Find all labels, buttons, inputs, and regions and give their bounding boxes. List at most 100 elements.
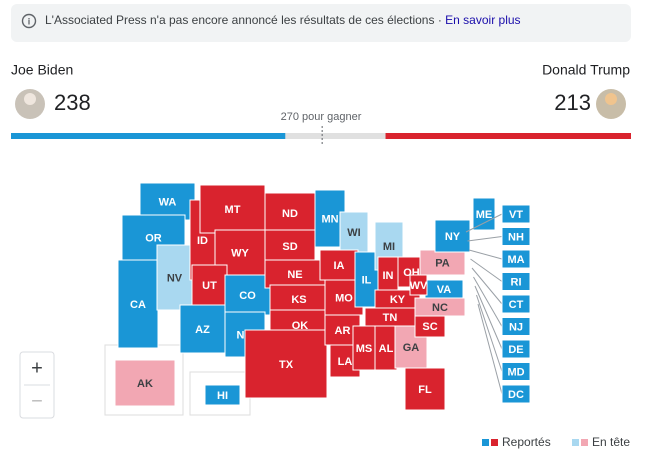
state-label: MA — [507, 254, 524, 266]
callout-line — [465, 213, 503, 233]
state-label: VT — [509, 209, 523, 221]
state-label: MO — [335, 292, 353, 304]
state-label: NC — [432, 302, 448, 314]
state-label: OR — [145, 232, 162, 244]
state-label: NJ — [509, 321, 523, 333]
callout-line — [477, 303, 503, 395]
state-label: UT — [202, 280, 217, 292]
state — [264, 259, 326, 289]
state-label: KY — [390, 294, 406, 306]
learn-more-link[interactable]: En savoir plus — [445, 13, 520, 27]
state — [191, 264, 228, 306]
legend-label: Reportés — [502, 435, 551, 449]
state — [264, 229, 316, 263]
candidate-name: Donald Trump — [542, 62, 630, 78]
zoom-in[interactable]: + — [31, 357, 43, 379]
state-label: FL — [418, 384, 432, 396]
callout-line — [476, 294, 503, 372]
votes-bar — [11, 133, 286, 139]
state — [501, 294, 531, 314]
state — [199, 184, 266, 234]
vote-count: 213 — [554, 90, 591, 115]
state-label: WY — [231, 247, 249, 259]
legend-swatch — [491, 439, 498, 446]
state-label: DC — [508, 389, 524, 401]
legend-swatch — [581, 439, 588, 446]
state-label: AL — [379, 343, 394, 355]
notice-box — [11, 4, 631, 42]
legend-swatch — [572, 439, 579, 446]
state-label: AK — [137, 378, 153, 390]
state — [394, 325, 428, 369]
map: WAORCANVIDMTWYUTCOAZNMNDSDNEKSOKTXMNWIIA… — [104, 182, 531, 416]
state-label: ME — [476, 209, 493, 221]
state-label: MT — [225, 204, 241, 216]
state-label: AR — [335, 325, 351, 337]
callout-line — [470, 258, 503, 282]
state-label: RI — [511, 276, 522, 288]
state-label: LA — [338, 356, 353, 368]
state — [501, 249, 531, 269]
callout-line — [468, 249, 503, 260]
state-label: KS — [291, 294, 306, 306]
state — [264, 192, 316, 234]
state — [501, 227, 531, 246]
state-label: IA — [334, 260, 345, 272]
legend-label: En tête — [592, 435, 630, 449]
state — [501, 204, 531, 224]
state-label: SC — [422, 321, 437, 333]
info-icon — [21, 13, 37, 29]
state-label: MI — [383, 241, 395, 253]
notice-separator: · — [438, 13, 442, 27]
state — [472, 197, 496, 231]
info-icon-glyph: i — [28, 16, 31, 26]
state-label: CT — [509, 299, 524, 311]
state — [501, 339, 531, 359]
state-label: HI — [217, 390, 228, 402]
state — [179, 304, 226, 354]
state — [501, 317, 531, 336]
threshold-label: 270 pour gagner — [281, 111, 362, 123]
state-label: NE — [287, 269, 302, 281]
state — [204, 384, 241, 406]
state-label: OK — [292, 320, 309, 332]
state-label: VA — [437, 284, 452, 296]
state-label: MD — [507, 366, 524, 378]
state-label: CA — [130, 299, 146, 311]
state — [409, 274, 428, 296]
callout-line — [467, 236, 503, 242]
vote-count: 238 — [54, 90, 91, 115]
state-label: NY — [445, 231, 461, 243]
state — [244, 329, 328, 399]
candidate-name: Joe Biden — [11, 62, 73, 78]
callout-line — [473, 276, 503, 327]
state — [501, 362, 531, 381]
state-label: PA — [435, 257, 450, 269]
state-label: NV — [167, 272, 183, 284]
state-label: AZ — [195, 324, 210, 336]
callout-line — [474, 285, 503, 350]
bar-track — [11, 133, 631, 139]
state — [434, 219, 471, 253]
state-label: MS — [356, 343, 373, 355]
state-label: WI — [347, 227, 360, 239]
state-label: TN — [383, 312, 398, 324]
state-label: MN — [321, 213, 338, 225]
state — [501, 384, 531, 404]
state-label: DE — [508, 344, 523, 356]
notice-text: L'Associated Press n'a pas encore annonc… — [45, 13, 521, 27]
state-label: TX — [279, 359, 294, 371]
votes-bar — [385, 133, 631, 139]
state — [269, 284, 329, 314]
callout-line — [471, 267, 503, 305]
state-label: WA — [159, 196, 177, 208]
state — [156, 244, 193, 311]
state-label: ND — [282, 208, 298, 220]
zoom-out[interactable]: − — [31, 390, 43, 412]
state — [319, 249, 359, 281]
notice-message: L'Associated Press n'a pas encore annonc… — [45, 13, 434, 27]
state — [404, 367, 446, 411]
state-label: IL — [362, 274, 372, 286]
